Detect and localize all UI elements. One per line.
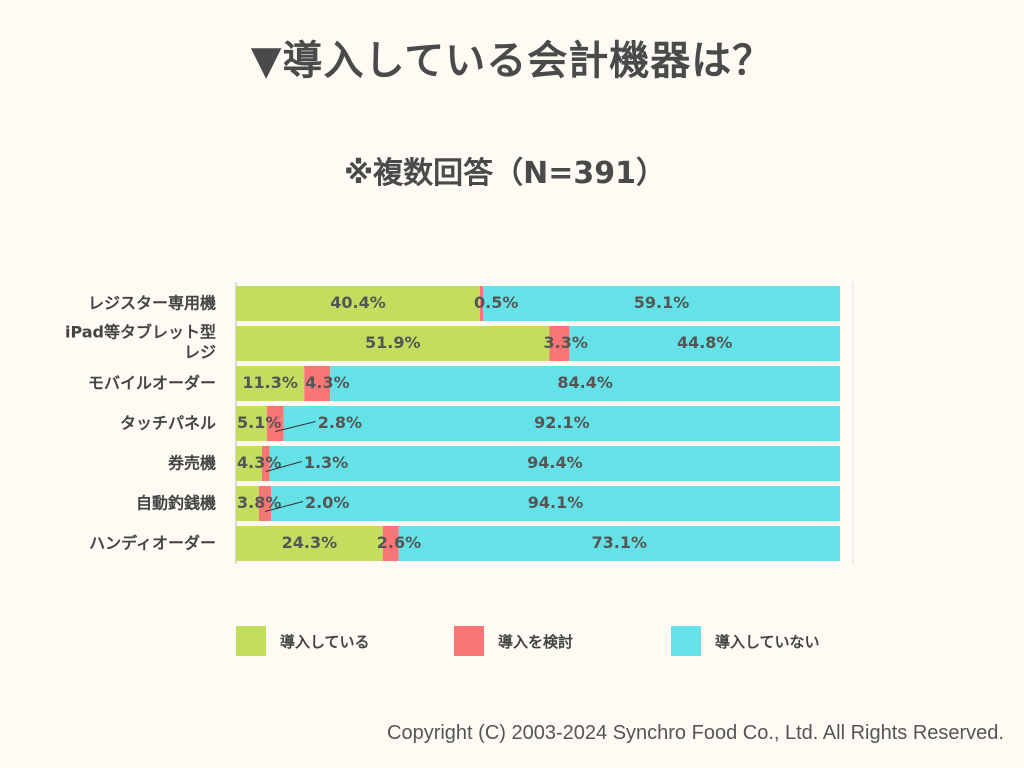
copyright-footer: Copyright (C) 2003-2024 Synchro Food Co.… xyxy=(387,722,1004,744)
bar-introduced-2 xyxy=(236,366,305,401)
legend-label-not-introduced: 導入していない xyxy=(715,632,820,651)
category-label-6: ハンディオーダー xyxy=(89,533,216,552)
legend-swatch-not-introduced xyxy=(671,626,701,656)
value-label-not-introduced-5: 94.1% xyxy=(528,493,584,512)
value-label-not-introduced-1: 44.8% xyxy=(677,333,733,352)
value-label-not-introduced-2: 84.4% xyxy=(557,373,613,392)
value-label-considering-4: 1.3% xyxy=(304,453,348,472)
bar-not-introduced-5 xyxy=(271,486,841,521)
value-label-introduced-2: 11.3% xyxy=(242,373,298,392)
legend-item-not-introduced: 導入していない xyxy=(671,624,820,658)
value-label-considering-6: 2.6% xyxy=(377,533,421,552)
category-label-0: レジスター専用機 xyxy=(88,293,216,312)
bar-not-introduced-3 xyxy=(283,406,840,441)
legend-label-considering: 導入を検討 xyxy=(498,632,574,651)
value-label-introduced-6: 24.3% xyxy=(282,533,338,552)
value-label-not-introduced-6: 73.1% xyxy=(591,533,647,552)
bar-introduced-0 xyxy=(236,286,481,321)
bar-considering-1 xyxy=(549,326,570,361)
category-label-1: iPad等タブレット型レジ xyxy=(65,322,216,361)
bar-considering-5 xyxy=(258,486,272,521)
value-label-introduced-4: 4.3% xyxy=(237,453,281,472)
bar-introduced-6 xyxy=(236,526,383,561)
bar-considering-4 xyxy=(261,446,270,481)
category-label-5: 自動釣銭機 xyxy=(136,493,216,512)
bar-considering-2 xyxy=(304,366,331,401)
bar-considering-6 xyxy=(382,526,399,561)
bar-considering-3 xyxy=(266,406,284,441)
legend-swatch-considering xyxy=(454,626,484,656)
callout-line-4 xyxy=(265,461,302,472)
category-label-3: タッチパネル xyxy=(120,413,216,432)
callout-line-3 xyxy=(275,421,316,432)
callout-line-5 xyxy=(264,501,304,512)
legend-item-introduced: 導入している xyxy=(236,624,370,658)
value-label-considering-3: 2.8% xyxy=(318,413,362,432)
legend: 導入している 導入を検討 導入していない xyxy=(236,624,936,658)
value-label-considering-5: 2.0% xyxy=(305,493,349,512)
legend-item-considering: 導入を検討 xyxy=(454,624,573,658)
value-label-considering-1: 3.3% xyxy=(543,333,587,352)
bar-considering-0 xyxy=(480,286,484,321)
bar-introduced-5 xyxy=(236,486,259,521)
bar-not-introduced-6 xyxy=(398,526,840,561)
value-label-introduced-0: 40.4% xyxy=(330,293,386,312)
value-label-introduced-5: 3.8% xyxy=(237,493,281,512)
value-label-considering-0: 0.5% xyxy=(474,293,518,312)
legend-label-introduced: 導入している xyxy=(280,632,370,651)
category-label-4: 券売機 xyxy=(167,453,216,472)
bar-not-introduced-4 xyxy=(269,446,841,481)
value-label-not-introduced-0: 59.1% xyxy=(634,293,690,312)
bar-introduced-1 xyxy=(236,326,550,361)
value-label-not-introduced-4: 94.4% xyxy=(527,453,583,472)
value-label-introduced-1: 51.9% xyxy=(365,333,421,352)
value-label-introduced-3: 5.1% xyxy=(237,413,281,432)
value-label-not-introduced-3: 92.1% xyxy=(534,413,590,432)
bar-not-introduced-0 xyxy=(483,286,840,321)
bar-introduced-4 xyxy=(236,446,262,481)
bar-introduced-3 xyxy=(236,406,267,441)
chart-title: ▼導入している会計機器は？ xyxy=(250,38,774,84)
bar-not-introduced-2 xyxy=(330,366,840,401)
chart-subtitle: ※複数回答（N=391） xyxy=(343,156,667,191)
value-label-considering-2: 4.3% xyxy=(305,373,349,392)
category-label-2: モバイルオーダー xyxy=(88,373,216,392)
bar-not-introduced-1 xyxy=(569,326,840,361)
legend-swatch-introduced xyxy=(236,626,266,656)
